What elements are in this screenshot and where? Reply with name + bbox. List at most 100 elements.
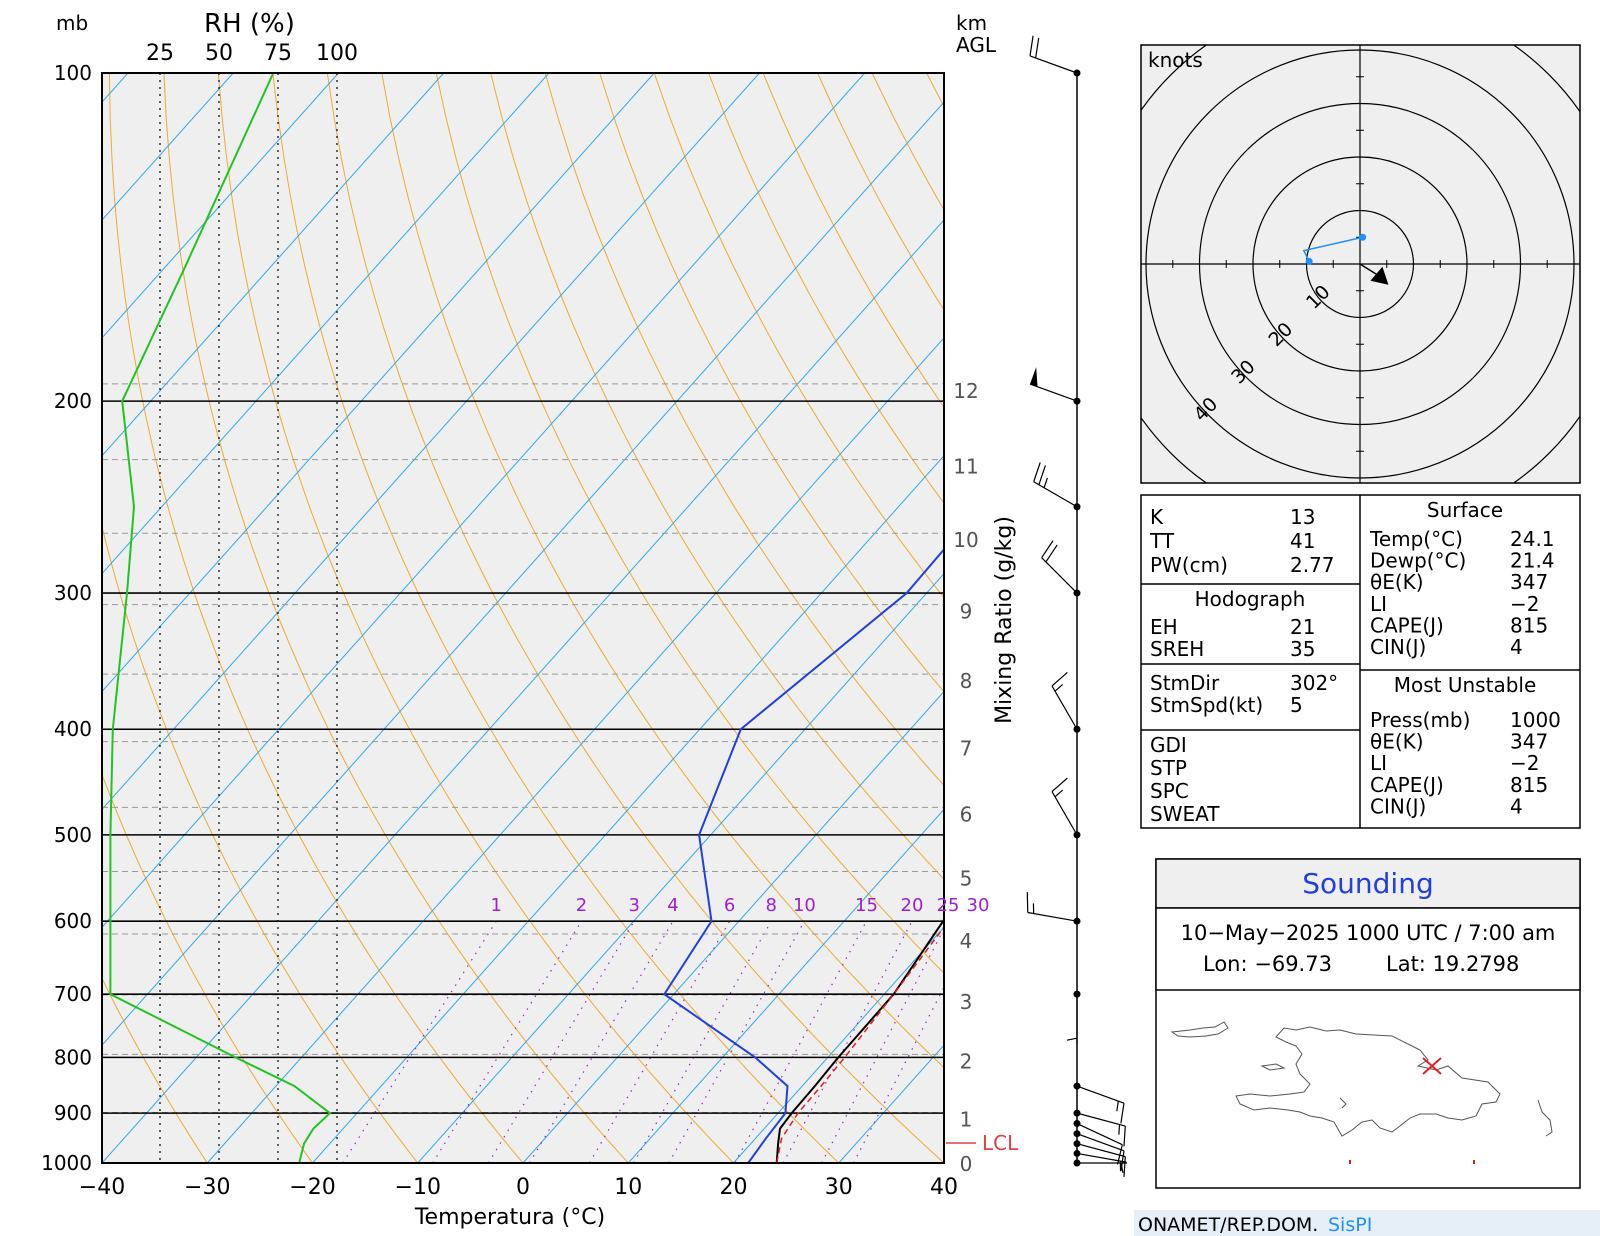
dry-adiabat-line (326, 73, 944, 1163)
hodograph-point (1305, 257, 1313, 265)
km-units-label: km (956, 11, 987, 35)
temperature-tick-label: 10 (614, 1175, 642, 1200)
info-title: Sounding (1302, 867, 1433, 900)
mixing-ratio-line (668, 920, 805, 1163)
hodograph-point (1359, 233, 1367, 241)
most-unstable-row-value: −2 (1510, 751, 1539, 775)
pressure-tick-label: 100 (54, 61, 92, 85)
height-tick-label: 1 (960, 1107, 973, 1131)
isotherm-line (206, 337, 944, 1163)
dry-adiabat-line (490, 73, 944, 880)
temperature-tick-label: −40 (79, 1175, 125, 1200)
severe-row-label: SPC (1150, 779, 1189, 803)
mixing-ratio-line (633, 920, 772, 1163)
height-tick-label: 8 (960, 669, 973, 693)
mixing-ratio-line (853, 985, 944, 1163)
mixing-ratio-tick-label: 1 (491, 895, 502, 916)
pressure-tick-label: 700 (54, 982, 92, 1006)
hodograph-plot (1141, 45, 1580, 483)
dry-adiabat-line (599, 73, 944, 693)
index-row-value: 13 (1290, 505, 1315, 529)
hodograph-row-value: 35 (1290, 637, 1315, 661)
wind-barb (1073, 1109, 1126, 1147)
skewt-background-lines (0, 73, 944, 1163)
info-datetime: 10−May−2025 1000 UTC / 7:00 am (1181, 921, 1556, 945)
dry-adiabat-line (544, 73, 944, 787)
mixing-ratio-tick-label: 3 (629, 895, 640, 916)
mixing-ratio-line (821, 927, 944, 1163)
isotherm-line (0, 73, 23, 1163)
info-lon: Lon: −69.73 (1203, 952, 1332, 976)
pressure-tick-label: 600 (54, 909, 92, 933)
most-unstable-row-label: Press(mb) (1370, 708, 1470, 732)
mixing-ratio-tick-label: 2 (576, 895, 587, 916)
severe-row-label: STP (1150, 756, 1187, 780)
agl-units-label: AGL (956, 33, 997, 57)
isotherm-line (102, 73, 760, 811)
surface-row-value: −2 (1510, 592, 1539, 616)
pressure-tick-label: 500 (54, 823, 92, 847)
height-tick-label: 10 (953, 528, 978, 552)
dry-adiabat-line (653, 73, 944, 599)
mixing-ratio-tick-label: 30 (967, 895, 990, 916)
most-unstable-row-value: 347 (1510, 730, 1548, 754)
dry-adiabat-line (102, 977, 208, 1163)
most-unstable-row-label: θE(K) (1370, 730, 1424, 754)
surface-row-label: Dewp(°C) (1370, 549, 1466, 573)
most-unstable-row-value: 1000 (1510, 708, 1561, 732)
wind-barb (1073, 1130, 1125, 1172)
surface-row-value: 24.1 (1510, 527, 1555, 551)
wind-barb (1033, 462, 1081, 511)
height-tick-label: 7 (960, 737, 973, 761)
rh-line (109, 73, 332, 1163)
wind-barb (1029, 35, 1081, 77)
most-unstable-row-value: 4 (1510, 794, 1523, 818)
map-coast-east (1537, 1099, 1553, 1137)
most-unstable-row-label: CAPE(J) (1370, 773, 1444, 797)
temperature-tick-label: 40 (930, 1175, 958, 1200)
storm-row-value: 302° (1290, 671, 1338, 695)
temperature-tick-label: 30 (825, 1175, 853, 1200)
info-lat: Lat: 19.2798 (1386, 952, 1519, 976)
hodograph-trace (1302, 236, 1363, 262)
surface-row-label: Temp(°C) (1369, 527, 1463, 551)
dry-adiabat-line (217, 73, 734, 1163)
mixing-ratio-line (734, 920, 868, 1163)
wind-barb (1051, 672, 1081, 733)
dry-adiabat-line (108, 73, 524, 1163)
severe-row-label: GDI (1150, 733, 1187, 757)
surface-row-value: 21.4 (1510, 549, 1555, 573)
skewt-plot-area (102, 73, 944, 1163)
isotherm-line (102, 73, 866, 928)
lcl-label: LCL (982, 1131, 1019, 1155)
isotherm-line (102, 101, 944, 1046)
dry-adiabat-line (381, 73, 944, 1069)
surface-row-value: 815 (1510, 613, 1548, 637)
wind-barbs (1026, 35, 1127, 1178)
rh-tick-label: 25 (146, 41, 174, 66)
indices-content: K 13 TT 41 PW(cm) 2.77 Hodograph EH 21 SREH 35 StmD… (1149, 498, 1561, 826)
temperature-tick-label: 0 (516, 1175, 530, 1200)
height-tick-label: 11 (953, 455, 978, 479)
rh-tick-label: 50 (205, 41, 233, 66)
surface-row-value: 4 (1510, 635, 1523, 659)
pressure-tick-label: 400 (54, 717, 92, 741)
pressure-tick-label: 900 (54, 1101, 92, 1125)
mixing-ratio-tick-label: 4 (667, 895, 678, 916)
wind-barb (1051, 777, 1081, 839)
dry-adiabat-line (163, 73, 629, 1163)
severe-row-label: SWEAT (1150, 802, 1220, 826)
mixing-ratio-line (588, 920, 731, 1163)
isotherm-line (102, 73, 655, 693)
mixing-ratio-tick-label: 20 (901, 895, 924, 916)
storm-motion-arrowhead (1370, 266, 1389, 285)
footer: ONAMET/REP.DOM. SisPI (1134, 1210, 1600, 1236)
x-axis-title: Temperatura (°C) (414, 1205, 605, 1230)
surface-row-label: θE(K) (1370, 570, 1424, 594)
storm-row-value: 5 (1290, 693, 1303, 717)
isotherm-line (312, 454, 944, 1163)
dry-adiabat-line (272, 73, 840, 1163)
